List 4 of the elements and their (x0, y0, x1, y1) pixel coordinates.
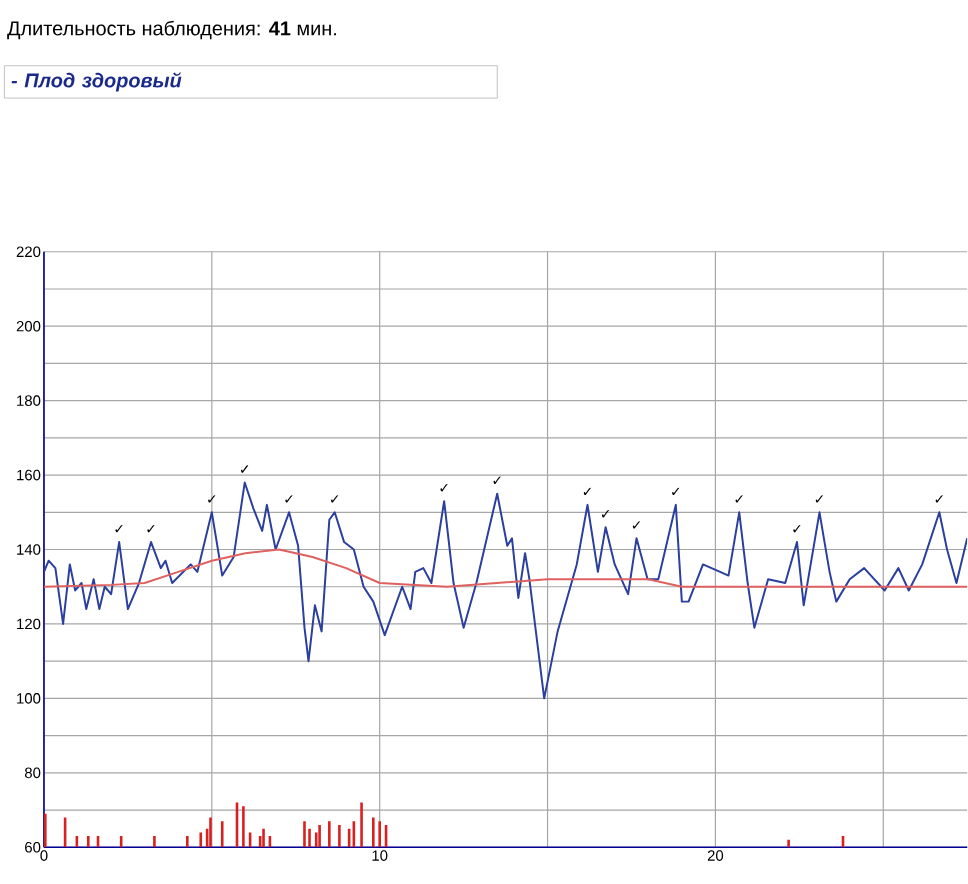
line-series (43, 548, 968, 589)
chart-subtitle: - Плод здоровый (11, 72, 182, 92)
chart-title: Длительность наблюдения: 41 мин. (7, 21, 336, 40)
line-series (43, 481, 968, 700)
